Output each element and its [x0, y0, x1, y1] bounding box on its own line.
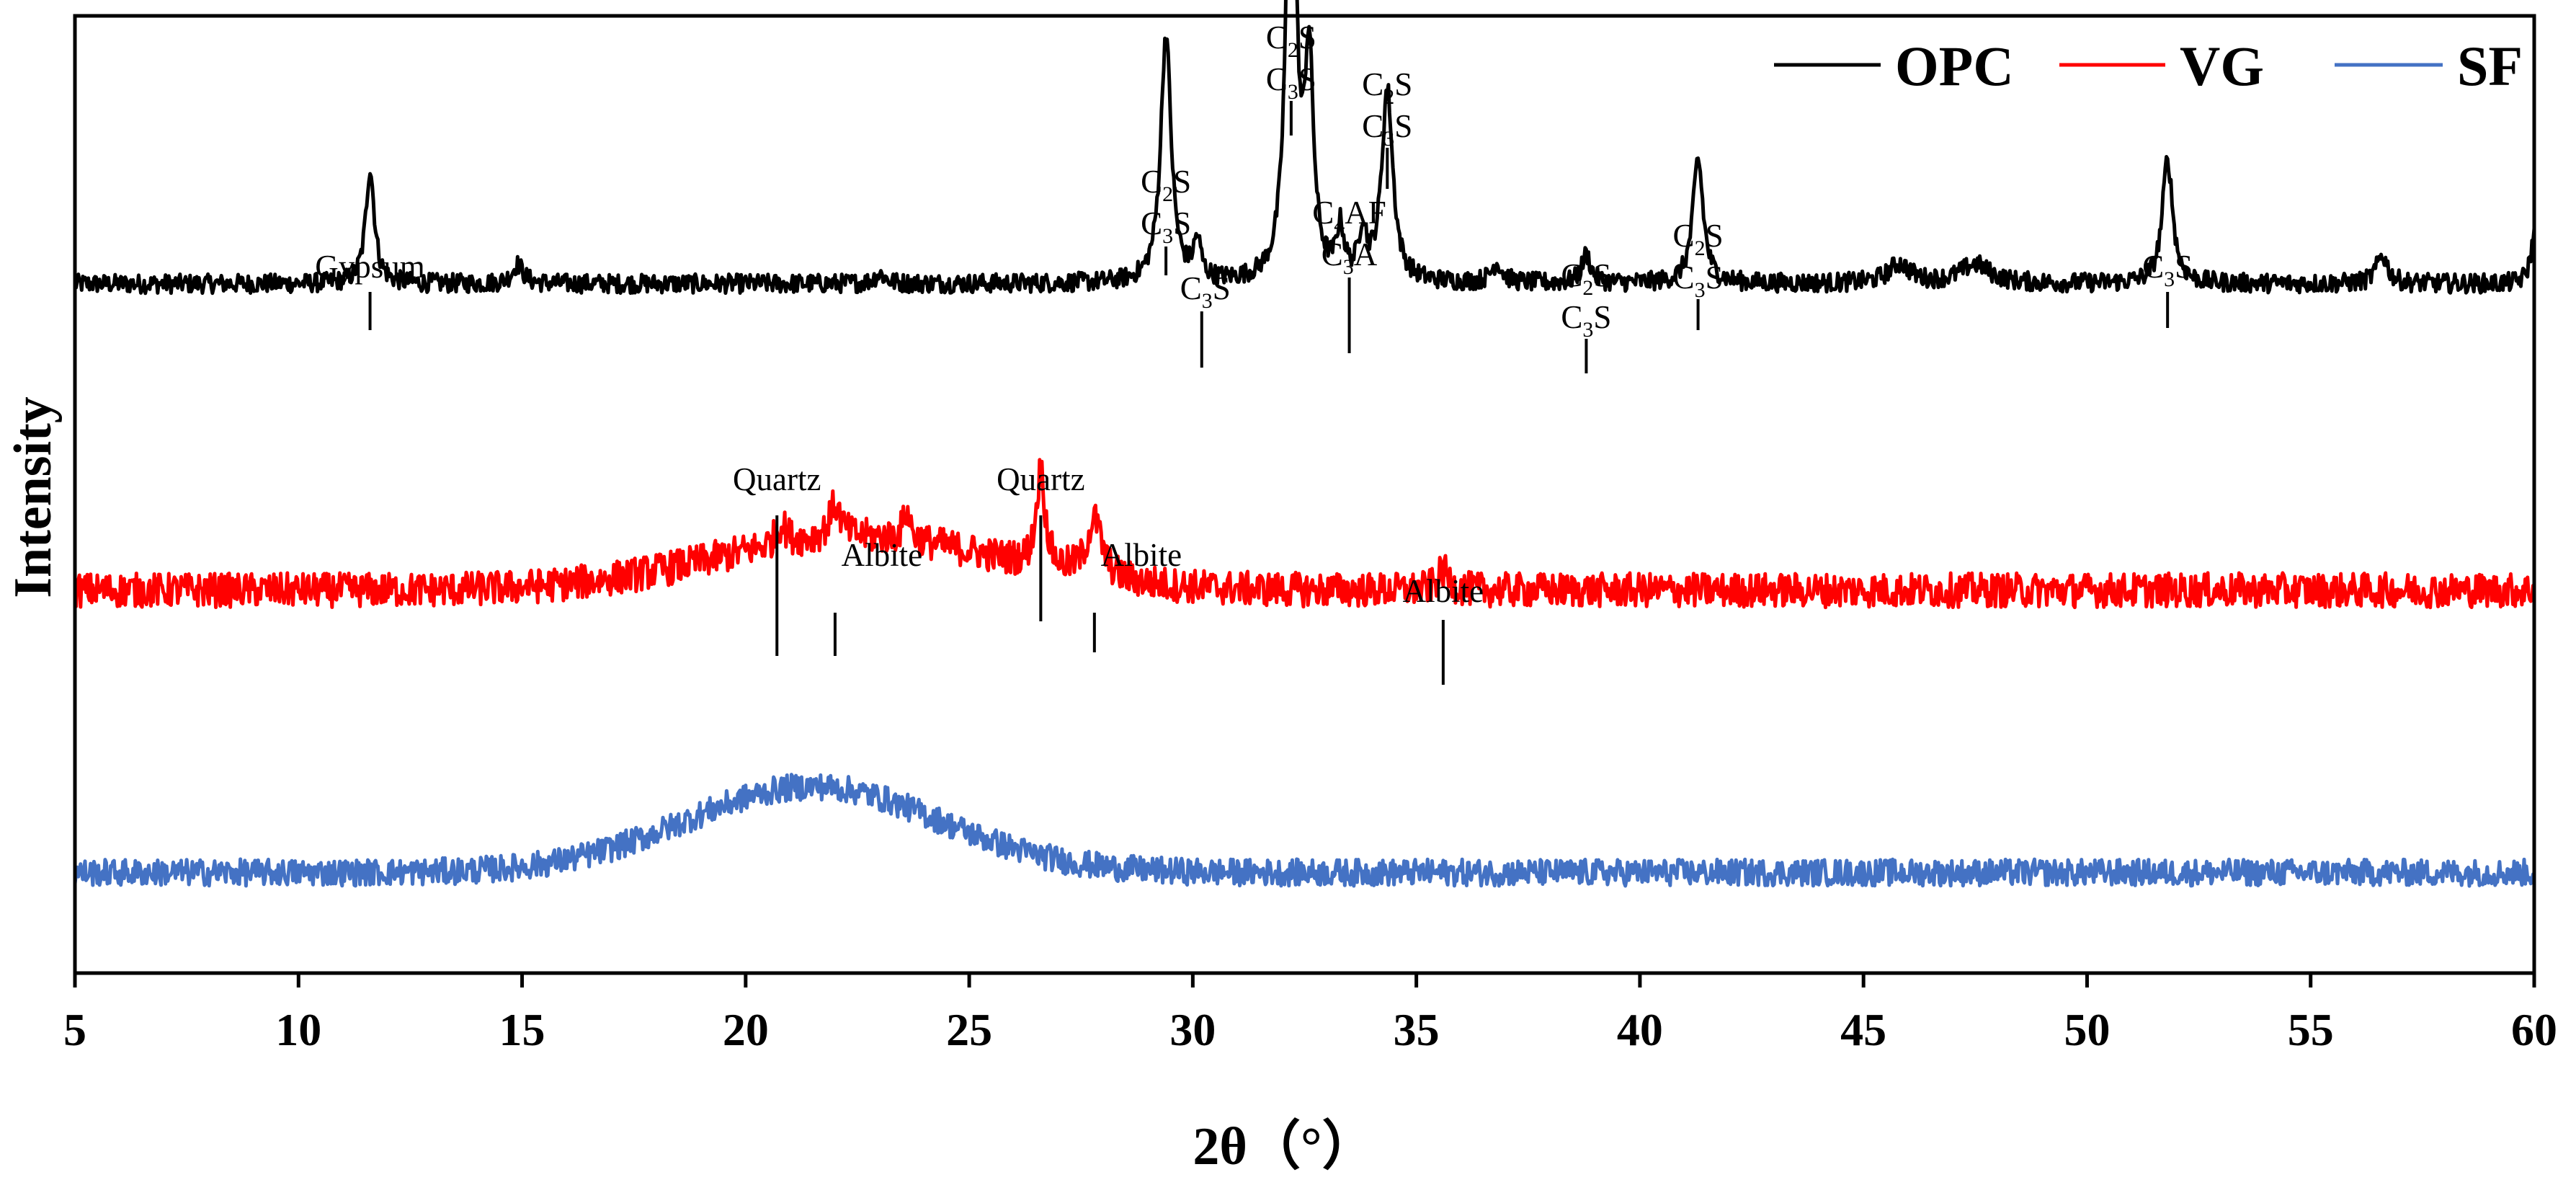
annotation-layer: GypsumC2SC3SC3SC2SC3SC4AFC3AC2SC3SC2SC3S…: [315, 19, 2193, 685]
peak-label: C2S: [1141, 164, 1191, 206]
legend-label-sf: SF: [2457, 35, 2523, 97]
x-tick-label: 35: [1394, 1004, 1440, 1055]
peak-label: C2S: [1362, 66, 1412, 109]
x-tick-label: 50: [2064, 1004, 2110, 1055]
peak-label: C3A: [1322, 236, 1378, 279]
x-tick-label: 30: [1169, 1004, 1216, 1055]
x-tick-label: 25: [946, 1004, 992, 1055]
x-tick-label: 55: [2288, 1004, 2334, 1055]
legend: OPC VG SF: [1774, 35, 2523, 97]
peak-label: Gypsum: [315, 249, 425, 285]
x-tick-label: 45: [1840, 1004, 1886, 1055]
peak-label: C3S: [1180, 270, 1231, 313]
peak-label: C2S: [1561, 257, 1611, 300]
peak-label: Albite: [1403, 573, 1484, 609]
x-tick-label: 20: [723, 1004, 769, 1055]
peak-label: C3S: [1266, 61, 1316, 104]
peak-label: Quartz: [997, 461, 1084, 497]
y-axis-title: Intensity: [4, 396, 63, 598]
peak-label: C3S: [2142, 249, 2193, 291]
series-layer: [73, 0, 2536, 888]
x-axis-title: 2θ（°）: [1193, 1117, 1375, 1176]
peak-label: C3S: [1141, 205, 1191, 248]
series-line-vg: [73, 458, 2536, 610]
peak-label: C2S: [1266, 19, 1316, 62]
series-line-sf: [73, 773, 2536, 888]
peak-label: C3S: [1561, 299, 1611, 342]
plot-frame: [73, 14, 2536, 975]
x-tick-label: 5: [63, 1004, 86, 1055]
peak-label: C3S: [1673, 259, 1724, 302]
axis-layer: 5 10 15 20 25 30 35 40 45 50 55 60: [63, 14, 2557, 1055]
x-tick-label: 15: [499, 1004, 545, 1055]
legend-label-vg: VG: [2180, 35, 2264, 97]
x-tick-label: 10: [275, 1004, 321, 1055]
legend-label-opc: OPC: [1895, 35, 2014, 97]
x-tick-label: 60: [2511, 1004, 2557, 1055]
x-tick-label: 40: [1617, 1004, 1663, 1055]
peak-label: Albite: [1101, 537, 1182, 573]
series-line-opc: [73, 0, 2536, 296]
peak-label: C4AF: [1312, 195, 1386, 237]
peak-label: Albite: [842, 537, 922, 573]
peak-label: C2S: [1673, 218, 1724, 260]
peak-label: Quartz: [733, 461, 821, 497]
peak-label: C3S: [1362, 108, 1412, 151]
